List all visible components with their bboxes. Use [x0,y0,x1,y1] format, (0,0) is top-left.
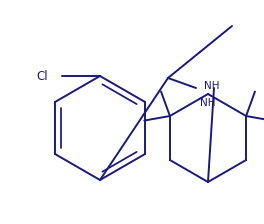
Text: NH: NH [204,81,219,91]
Text: NH: NH [200,98,216,108]
Text: Cl: Cl [36,69,48,82]
